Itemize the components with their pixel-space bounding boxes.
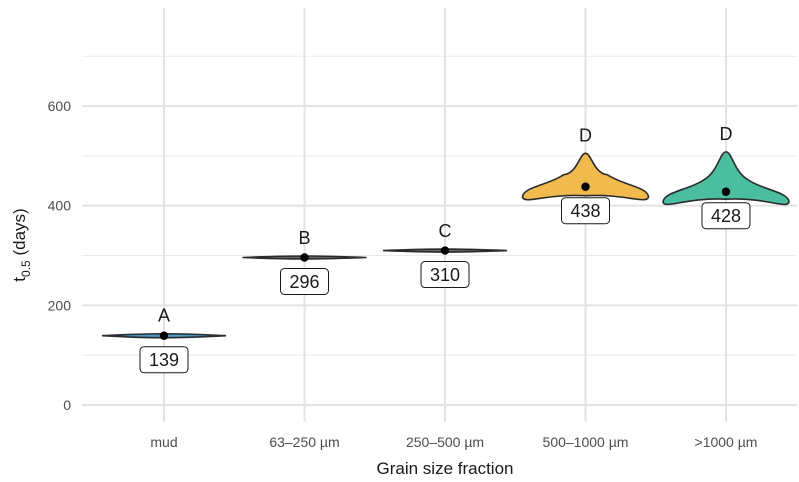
median-label-box [139, 346, 189, 374]
y-tick-label: 200 [48, 297, 72, 313]
x-tick-label: >1000 µm [695, 434, 758, 450]
median-point [300, 253, 309, 262]
group-letter: B [298, 228, 310, 248]
y-axis-title-suffix: (days) [10, 208, 29, 260]
group-letter: D [579, 125, 592, 145]
y-tick-label: 0 [63, 397, 71, 413]
median-label: 139 [149, 350, 179, 370]
y-axis-title: t0.5 (days) [10, 208, 33, 281]
violins [101, 151, 790, 339]
median-label-box [701, 202, 751, 230]
median-label-box [561, 197, 610, 225]
x-axis-ticks: mud 63–250 µm 250–500 µm 500–1000 µm >1000 µ… [150, 434, 757, 450]
y-axis-ticks: 0 200 400 600 [48, 98, 72, 413]
x-tick-label: 63–250 µm [269, 434, 339, 450]
median-label-box [420, 261, 470, 289]
y-tick-label: 600 [48, 98, 72, 114]
median-point [440, 246, 450, 255]
x-tick-label: 500–1000 µm [543, 434, 629, 450]
y-tick-label: 400 [48, 198, 72, 214]
grid-lines [82, 8, 797, 422]
y-axis-title-subscript: 0.5 [19, 260, 33, 277]
median-point [159, 331, 169, 340]
y-axis-title-base: t [10, 277, 29, 282]
x-tick-label: 250–500 µm [406, 434, 484, 450]
median-point [721, 187, 731, 196]
median-label: 310 [430, 265, 460, 285]
median-label-box [280, 268, 329, 296]
x-axis-title: Grain size fraction [377, 459, 514, 478]
median-label: 438 [570, 201, 600, 221]
median-label: 428 [711, 206, 741, 226]
x-tick-label: mud [150, 434, 177, 450]
group-letter: C [439, 221, 452, 241]
violin-4 [662, 151, 790, 206]
median-point [581, 182, 590, 191]
violin-3 [521, 152, 650, 201]
group-letter: D [720, 124, 733, 144]
group-letter: A [158, 306, 170, 326]
median-label: 296 [289, 272, 319, 292]
median-markers: A 139 B 296 C 310 D 438 D 428 [139, 124, 751, 374]
